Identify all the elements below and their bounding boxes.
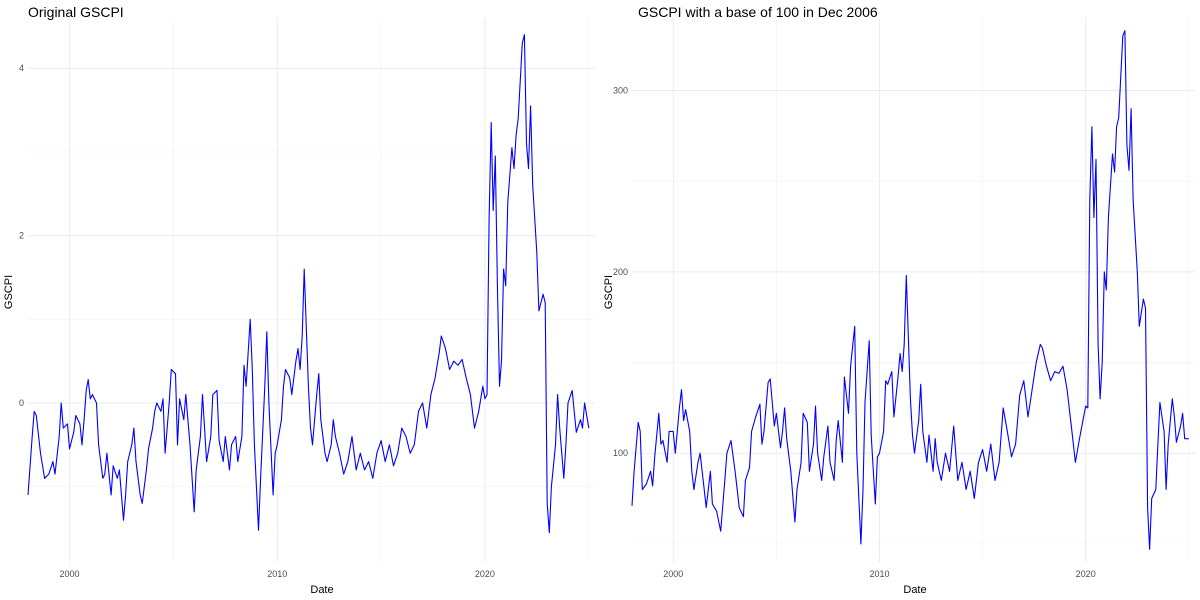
x-tick-label: 2000 bbox=[60, 569, 80, 579]
y-tick-label: 100 bbox=[613, 448, 628, 458]
y-tick-label: 300 bbox=[613, 86, 628, 96]
y-tick-label: 200 bbox=[613, 267, 628, 277]
gscpi-series-line bbox=[27, 34, 590, 534]
y-tick-label: 4 bbox=[19, 63, 24, 73]
x-tick-label: 2020 bbox=[1076, 569, 1096, 579]
left-plot-area: 2000 2010 2020 0 2 4 bbox=[19, 18, 595, 579]
x-tick-label: 2020 bbox=[475, 569, 495, 579]
right-x-axis-label: Date bbox=[903, 584, 926, 596]
right-y-axis-label: GSCPI bbox=[603, 275, 615, 309]
left-x-axis-label: Date bbox=[310, 584, 333, 596]
right-panel-title: GSCPI with a base of 100 in Dec 2006 bbox=[638, 4, 878, 20]
left-y-axis-label: GSCPI bbox=[3, 275, 15, 309]
x-tick-label: 2010 bbox=[869, 569, 889, 579]
x-tick-label: 2010 bbox=[267, 569, 287, 579]
left-panel: Original GSCPI Date GSCPI 2000 2010 202002… bbox=[3, 4, 595, 596]
right-plot-area: 2000 2010 2020 100 200 300 bbox=[613, 18, 1195, 579]
y-tick-label: 0 bbox=[19, 398, 24, 408]
left-panel-title: Original GSCPI bbox=[28, 4, 124, 20]
y-tick-label: 2 bbox=[19, 231, 24, 241]
gscpi-series-line bbox=[631, 30, 1189, 550]
x-tick-label: 2000 bbox=[663, 569, 683, 579]
right-panel: GSCPI with a base of 100 in Dec 2006 Dat… bbox=[603, 4, 1195, 596]
